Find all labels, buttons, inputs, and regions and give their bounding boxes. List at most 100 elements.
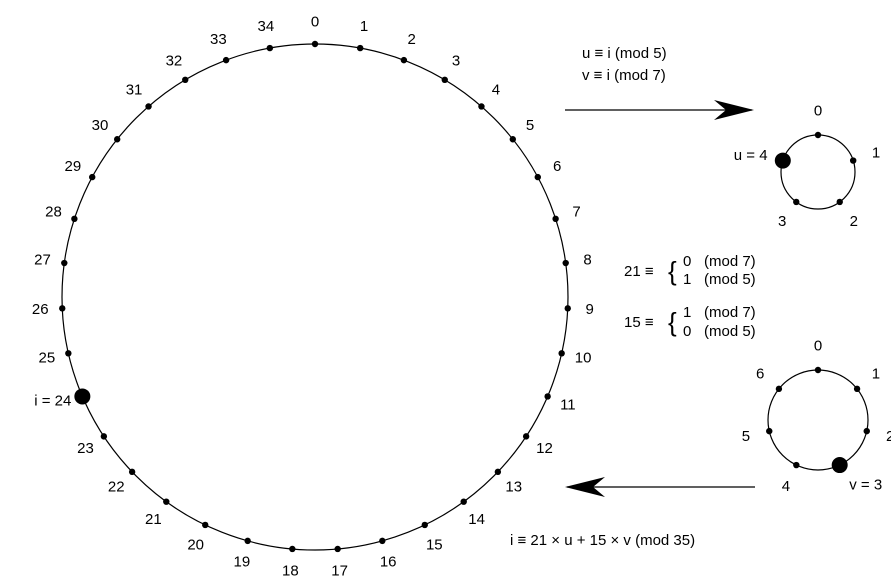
ring-mod-35-tick-label: 5 <box>526 117 534 134</box>
ring-mod-7-dot <box>863 427 870 435</box>
crt-15-brace: { <box>668 307 677 337</box>
ring-mod-35-dot <box>182 76 189 84</box>
ring-mod-5-dot <box>836 198 843 206</box>
ring-mod-5-circle <box>780 134 856 210</box>
ring-mod-5-highlight-dot <box>774 152 791 169</box>
ring-mod-35-dot <box>441 76 448 84</box>
ring-mod-35-tick-label: 8 <box>583 252 591 269</box>
ring-mod-35-tick-label: 29 <box>64 158 81 175</box>
ring-mod-35-tick-label: 12 <box>536 440 553 457</box>
ring-mod-35-tick-label: 3 <box>452 52 460 69</box>
ring-mod-35-dot <box>65 350 72 357</box>
ring-mod-35-tick-label: 33 <box>210 31 227 48</box>
ring-mod-5-tick-label: 2 <box>850 213 858 230</box>
ring-mod-35-dot <box>460 498 467 505</box>
ring-mod-35-tick-label: 28 <box>45 204 62 221</box>
ring-mod-35-highlight-dot <box>74 388 91 405</box>
crt-15-top-value: 1 <box>683 304 691 321</box>
ring-mod-35-dot <box>128 468 136 476</box>
ring-mod-7-dot <box>814 366 822 374</box>
ring-mod-35-dot <box>100 433 108 440</box>
ring-mod-7-tick-label: 6 <box>756 365 764 382</box>
ring-mod-35-tick-label: 6 <box>553 158 561 175</box>
ring-mod-35-tick-label: 31 <box>126 81 143 98</box>
ring-mod-35-dot <box>244 537 251 545</box>
ring-mod-7-dot <box>775 385 783 393</box>
ring-mod-35-tick-label: 14 <box>468 511 485 528</box>
ring-mod-35-dot <box>89 173 96 181</box>
ring-mod-35-dot <box>562 259 569 267</box>
ring-mod-7-tick-label: 2 <box>886 428 891 445</box>
ring-mod-35-tick-label: 19 <box>233 554 250 571</box>
ring-mod-35-dot <box>289 545 296 553</box>
ring-mod-7-highlight-label: v = 3 <box>849 476 882 493</box>
map-v-text: v ≡ i (mod 7) <box>582 67 666 84</box>
ring-mod-35-tick-label: 20 <box>187 536 204 553</box>
reconstruction-formula: i ≡ 21 × u + 15 × v (mod 35) <box>510 532 695 549</box>
ring-mod-35-tick-label: 2 <box>407 31 415 48</box>
ring-mod-35-tick-label: 15 <box>426 536 443 553</box>
crt-21-bottom-mod: (mod 5) <box>704 271 756 288</box>
ring-mod-35-tick-label: 22 <box>108 479 125 496</box>
ring-mod-35-dot <box>59 305 66 312</box>
ring-mod-35-dot <box>379 537 386 545</box>
ring-mod-7-tick-label: 5 <box>742 428 750 445</box>
ring-mod-35-tick-label: 21 <box>145 511 162 528</box>
ring-mod-7-tick-label: 0 <box>814 338 822 355</box>
ring-mod-35-dot <box>478 103 485 110</box>
ring-mod-35-tick-label: 27 <box>34 252 51 269</box>
ring-mod-35-dot <box>145 103 152 110</box>
crt-21-top-mod: (mod 7) <box>704 253 756 270</box>
ring-mod-35-tick-label: 0 <box>311 14 319 31</box>
ring-mod-35-dot <box>544 393 551 400</box>
ring-mod-35-dot <box>202 521 209 529</box>
crt-21-block: 21 ≡ { 0 (mod 7) 1 (mod 5) <box>624 253 756 288</box>
ring-mod-35-dot <box>71 215 78 223</box>
ring-mod-35-tick-label: 11 <box>560 397 576 414</box>
ring-mod-35-dot <box>61 259 68 267</box>
ring-mod-7-circle <box>767 369 869 471</box>
ring-mod-35-dot <box>552 215 559 223</box>
ring-mod-35-tick-label: 32 <box>166 52 183 69</box>
ring-mod-35-highlight-label: i = 24 <box>34 393 71 410</box>
crt-21-bottom-value: 1 <box>683 271 691 288</box>
ring-mod-5-highlight-label: u = 4 <box>734 147 768 164</box>
ring-mod-35-circle <box>61 43 569 551</box>
crt-15-bottom-mod: (mod 5) <box>704 323 756 340</box>
ring-mod-35-tick-label: 9 <box>586 301 594 318</box>
ring-mod-35-tick-label: 13 <box>505 479 522 496</box>
ring-mod-35-tick-label: 23 <box>77 440 94 457</box>
ring-mod-35-tick-label: 18 <box>282 562 299 576</box>
ring-mod-35-dot <box>564 305 571 312</box>
ring-mod-35-tick-label: 26 <box>32 301 49 318</box>
ring-mod-35-dot <box>400 56 408 64</box>
crt-21-lhs: 21 ≡ <box>624 263 654 280</box>
ring-mod-5-tick-label: 0 <box>814 103 822 120</box>
ring-mod-35-tick-label: 30 <box>92 117 109 134</box>
ring-mod-35-dot <box>222 56 230 64</box>
ring-mod-5-tick-label: 1 <box>872 145 880 162</box>
ring-mod-7-highlight-dot <box>831 457 848 474</box>
crt-15-lhs: 15 ≡ <box>624 314 654 331</box>
ring-mod-35-dot <box>334 545 341 553</box>
ring-mod-7-dot <box>793 461 800 469</box>
ring-mod-35-dot <box>522 433 530 440</box>
map-u-text: u ≡ i (mod 5) <box>582 45 667 62</box>
ring-mod-35-tick-label: 4 <box>492 81 500 98</box>
ring-mod-35-dot <box>558 350 565 357</box>
crt-15-block: 15 ≡ { 1 (mod 7) 0 (mod 5) <box>624 304 756 340</box>
ring-mod-5-dot <box>793 198 800 206</box>
ring-mod-35-tick-label: 17 <box>331 562 348 576</box>
ring-mod-35-dot <box>534 173 541 181</box>
ring-mod-7: 0 1 2 v = 3 4 5 6 <box>742 338 891 496</box>
crt-15-top-mod: (mod 7) <box>704 304 756 321</box>
ring-mod-5-tick-label: 3 <box>778 213 786 230</box>
crt-15-bottom-value: 0 <box>683 323 691 340</box>
ring-mod-35-tick-label: 1 <box>360 18 368 35</box>
ring-mod-35-dot <box>494 468 502 476</box>
ring-mod-5: 0 1 2 3 u = 4 <box>734 103 880 230</box>
crt-21-brace: { <box>668 256 677 286</box>
ring-mod-35-dot <box>311 40 319 48</box>
ring-mod-5-dot <box>814 131 822 139</box>
